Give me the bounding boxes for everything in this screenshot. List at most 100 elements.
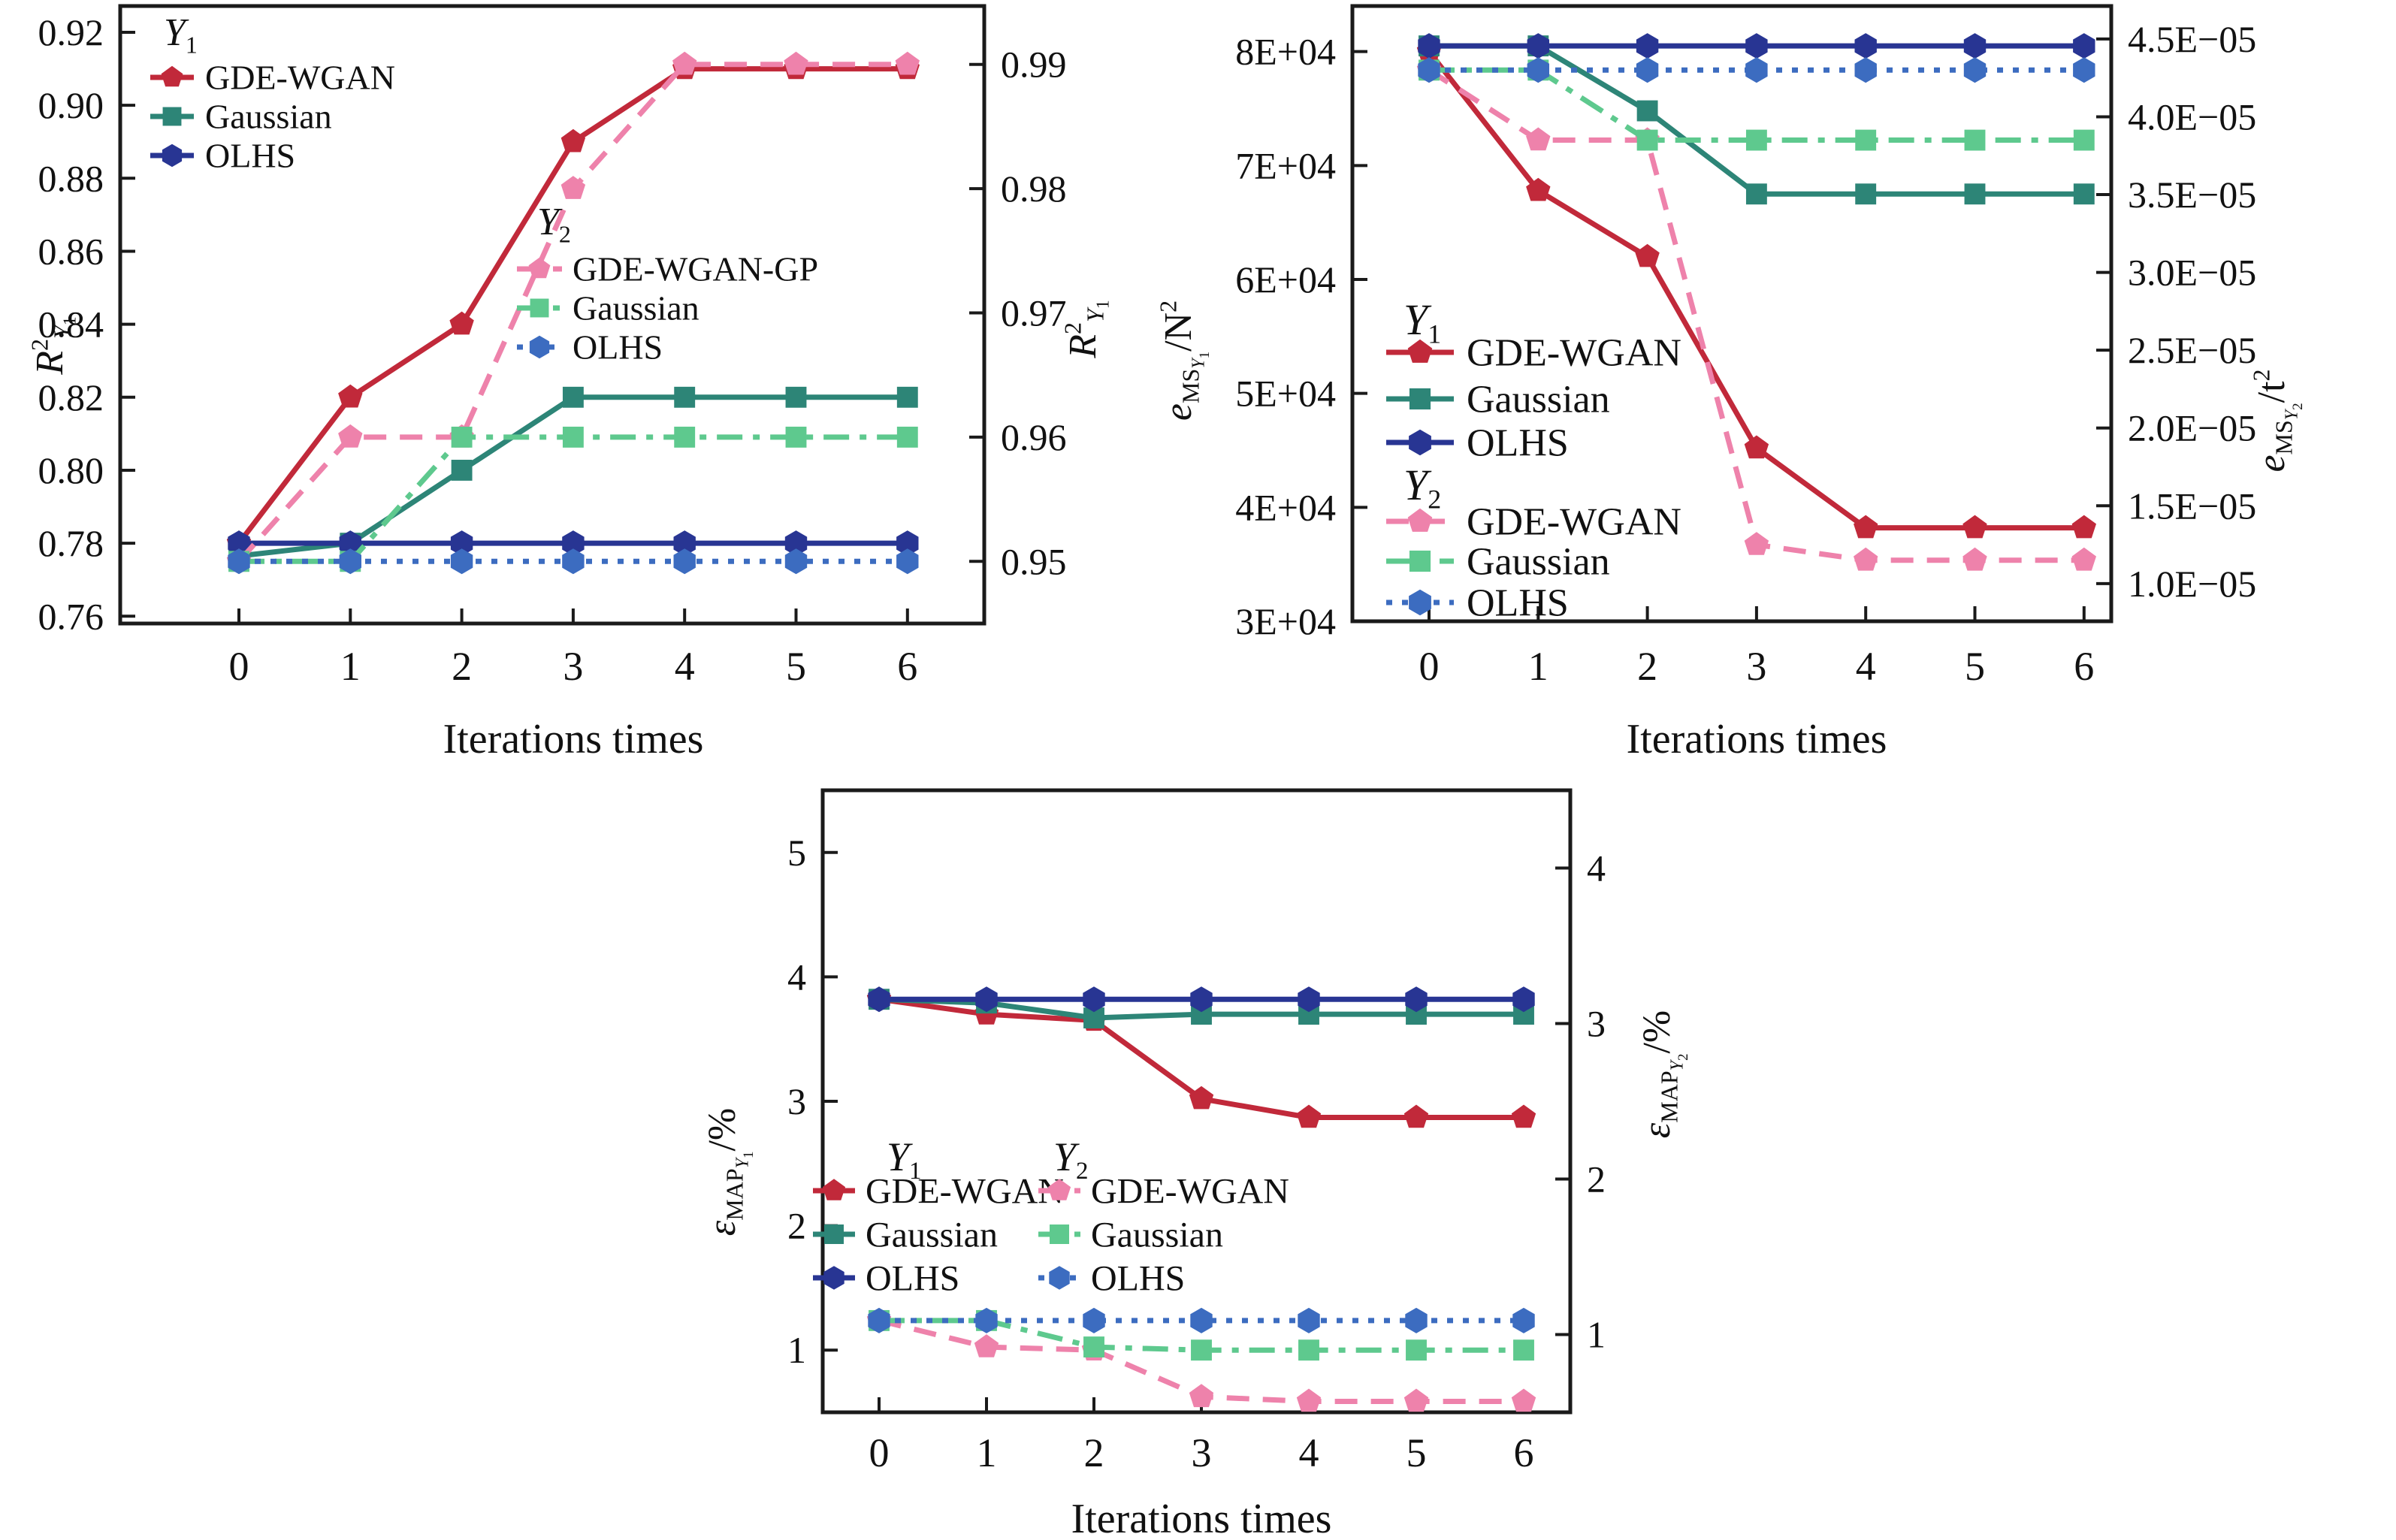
legend-marker-y2-olhs xyxy=(1049,1266,1070,1290)
series-marker-y2-olhs xyxy=(1636,57,1659,83)
label-part: Y xyxy=(1403,460,1432,509)
legend-label-y1-olhs: OLHS xyxy=(866,1258,959,1298)
legend-label-y2-gde-wgan: GDE-WGAN xyxy=(1467,501,1681,544)
label-part: R xyxy=(1062,334,1104,359)
series-marker-y1-gde-wgan xyxy=(1296,1104,1322,1128)
series-marker-y2-gaussian xyxy=(1513,1339,1534,1361)
label-part: MS xyxy=(1177,369,1204,403)
legend-marker-y2-olhs xyxy=(529,335,550,359)
label-part: MAP xyxy=(721,1168,748,1220)
series-marker-y2-gde-wgan-gp xyxy=(784,51,808,75)
label-part: Y xyxy=(1668,1058,1687,1070)
series-marker-y1-gaussian xyxy=(1964,183,1986,205)
series-marker-y2-gaussian xyxy=(2073,129,2095,151)
label-part: 1 xyxy=(1428,319,1441,349)
legend-label-y1-olhs: OLHS xyxy=(1467,422,1569,465)
series-marker-y2-gde-wgan xyxy=(1403,1388,1429,1412)
series-marker-y1-gde-wgan xyxy=(338,384,363,408)
series-marker-y2-gaussian xyxy=(1964,129,1986,151)
legend-label-y2-gaussian: Gaussian xyxy=(1467,541,1610,584)
right-tick-label: 1 xyxy=(1587,1314,1606,1356)
left-tick-label: 5 xyxy=(787,832,806,874)
legend-label-y1-gaussian: Gaussian xyxy=(205,98,332,136)
label-part: Y xyxy=(887,1134,913,1179)
legend-marker-y1-gaussian xyxy=(1409,388,1431,410)
series-marker-y1-olhs xyxy=(562,530,585,557)
series-marker-y1-gde-wgan xyxy=(1403,1104,1429,1128)
legend-marker-y2-gaussian xyxy=(1050,1224,1069,1244)
legend-label-y1-gaussian: Gaussian xyxy=(866,1215,998,1255)
series-marker-y1-gaussian xyxy=(674,386,696,408)
series-marker-y2-olhs xyxy=(868,1307,890,1333)
legend-label-y2-olhs: OLHS xyxy=(573,328,663,367)
chart-e-ms: 3E+04 4E+04 5E+04 6E+04 7E+04 8E+04 1.0E−05 1.5… xyxy=(1154,4,2306,762)
left-tick-label: 0.80 xyxy=(38,449,104,491)
series-marker-y1-olhs xyxy=(1190,986,1213,1013)
series-marker-y1-gde-wgan xyxy=(1635,243,1660,267)
right-axis-title: eMSY2/t2 xyxy=(2247,369,2306,472)
series-marker-y2-gaussian xyxy=(1855,129,1877,151)
legend-marker-y2-gde-wgan xyxy=(1047,1179,1071,1200)
series-marker-y2-gde-wgan xyxy=(2071,547,2096,571)
label-part: Y xyxy=(1081,306,1108,322)
series-marker-y1-olhs xyxy=(1963,33,1987,59)
left-tick-label: 4E+04 xyxy=(1235,486,1336,528)
series-marker-y1-olhs xyxy=(1512,986,1535,1013)
label-part: /% xyxy=(1636,1010,1678,1054)
x-tick-label: 3 xyxy=(563,644,583,689)
legend-label-y2-olhs: OLHS xyxy=(1091,1258,1185,1298)
legend-label-y2-gaussian: Gaussian xyxy=(1091,1215,1223,1255)
legend-marker-y2-olhs xyxy=(1409,589,1431,616)
series-marker-y2-olhs xyxy=(1405,1307,1428,1333)
series-marker-y2-olhs xyxy=(1190,1307,1213,1333)
left-axis-title-text: εMAPY1/% xyxy=(701,1108,757,1236)
series-marker-y1-olhs xyxy=(228,530,250,557)
label-part: 1 xyxy=(61,316,80,325)
x-tick-label: 4 xyxy=(1856,644,1876,689)
x-tick-label: 0 xyxy=(869,1430,890,1475)
left-tick-label: 4 xyxy=(787,956,806,998)
left-axis-title: R2Y1 xyxy=(26,316,80,376)
series-marker-y1-gde-wgan xyxy=(1854,515,1878,539)
label-part: 2 xyxy=(559,220,571,247)
series-marker-y1-olhs xyxy=(2073,33,2095,59)
label-part: Y xyxy=(1403,295,1432,344)
series-marker-y1-gde-wgan xyxy=(1511,1104,1536,1128)
label-part: Y xyxy=(164,11,189,54)
right-tick-label: 0.98 xyxy=(1001,168,1067,210)
series-marker-y1-gaussian xyxy=(785,386,807,408)
legend-marker-y2-gaussian xyxy=(530,298,549,318)
x-tick-label: 6 xyxy=(2074,644,2094,689)
label-part: 1 xyxy=(909,1158,922,1185)
series-marker-y2-gde-wgan xyxy=(1189,1384,1214,1408)
series-marker-y1-olhs xyxy=(975,986,998,1013)
legend-marker-y1-olhs xyxy=(1409,429,1431,456)
right-tick-label: 0.95 xyxy=(1001,540,1067,582)
legend-marker-y1-olhs xyxy=(162,143,183,168)
label-part: /t xyxy=(2250,381,2293,403)
series-marker-y2-olhs xyxy=(2073,57,2095,83)
label-part: e xyxy=(1157,403,1200,421)
left-tick-label: 0.92 xyxy=(38,11,104,53)
legend-label-y1-gde-wgan: GDE-WGAN xyxy=(866,1171,1064,1211)
label-part: /N xyxy=(1157,313,1200,352)
right-axis-title-text: R2Y1 xyxy=(1059,300,1113,359)
right-tick-label: 1.5E−05 xyxy=(2128,485,2256,527)
x-tick-label: 2 xyxy=(1084,1430,1104,1475)
series-marker-y1-gaussian xyxy=(1636,100,1658,122)
legend-label-y2-gde-wgan: GDE-WGAN xyxy=(1091,1171,1289,1211)
series-marker-y2-olhs xyxy=(896,548,919,575)
left-tick-label: 5E+04 xyxy=(1235,373,1336,415)
label-part: 1 xyxy=(741,1152,757,1159)
right-tick-label: 4.5E−05 xyxy=(2128,18,2256,60)
series-marker-y1-gaussian xyxy=(2073,183,2095,205)
series-marker-y2-gaussian xyxy=(1406,1339,1427,1361)
right-tick-label: 2 xyxy=(1587,1158,1606,1200)
legend-marker-y2-gde-wgan xyxy=(1407,508,1433,532)
right-tick-label: 2.0E−05 xyxy=(2128,407,2256,449)
right-tick-label: 4 xyxy=(1587,847,1606,889)
series-marker-y2-gde-wgan-gp xyxy=(560,176,586,199)
series-marker-y1-olhs xyxy=(450,530,473,557)
left-tick-label: 0.86 xyxy=(38,230,104,272)
